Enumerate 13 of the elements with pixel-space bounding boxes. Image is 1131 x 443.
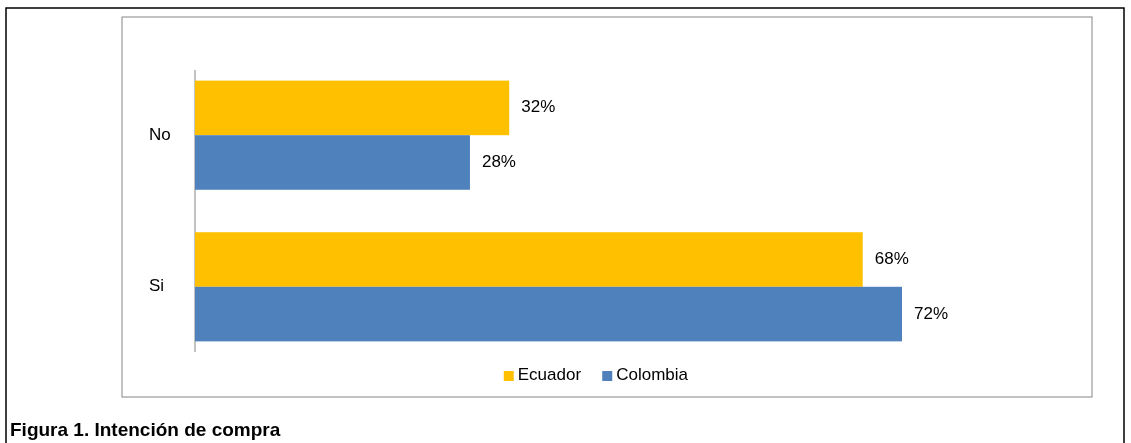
bar xyxy=(195,232,863,287)
legend-label: Colombia xyxy=(616,365,689,385)
bar xyxy=(195,286,902,342)
data-label: 32% xyxy=(521,97,556,117)
text: Figura 1. Intención de compra xyxy=(10,419,281,440)
legend-label: Ecuador xyxy=(517,365,582,385)
data-label: 68% xyxy=(874,249,909,268)
bar xyxy=(195,135,470,190)
y-tick-label: No xyxy=(149,124,171,144)
data-label: 28% xyxy=(481,151,516,171)
bar xyxy=(195,80,510,136)
y-tick-label: Si xyxy=(149,276,165,296)
data-label: 72% xyxy=(914,303,949,323)
